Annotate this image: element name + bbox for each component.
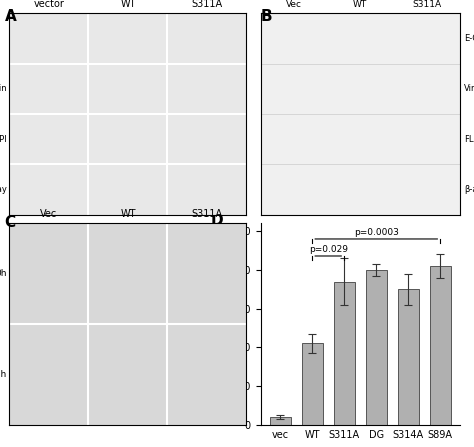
Text: p=0.0003: p=0.0003 xyxy=(354,228,399,237)
Text: S311A: S311A xyxy=(191,210,222,219)
Text: WT: WT xyxy=(120,0,136,9)
Text: WT: WT xyxy=(353,0,367,9)
Bar xyxy=(430,266,451,425)
Text: Vec: Vec xyxy=(40,210,58,219)
Text: FLAG: FLAG xyxy=(464,135,474,143)
Text: A: A xyxy=(5,9,17,24)
Text: p=0.029: p=0.029 xyxy=(309,245,348,254)
Bar xyxy=(302,343,323,425)
Bar xyxy=(366,270,387,425)
Text: 16h: 16h xyxy=(0,370,7,379)
Y-axis label: Colony number: Colony number xyxy=(217,282,227,367)
Text: F-actin: F-actin xyxy=(0,84,7,93)
Text: Vimentin: Vimentin xyxy=(464,84,474,93)
Text: S311A: S311A xyxy=(412,0,441,9)
Text: 0h: 0h xyxy=(0,269,7,278)
Text: Vec: Vec xyxy=(286,0,302,9)
Bar xyxy=(334,282,355,425)
Text: B: B xyxy=(261,9,273,24)
Text: Overlay: Overlay xyxy=(0,185,7,194)
Text: E-Cadherin: E-Cadherin xyxy=(464,34,474,43)
Text: C: C xyxy=(5,215,16,230)
Text: WT: WT xyxy=(120,210,136,219)
Text: S311A: S311A xyxy=(191,0,222,9)
Text: D: D xyxy=(211,214,224,228)
Text: β-actin: β-actin xyxy=(464,185,474,194)
Bar xyxy=(270,417,291,425)
Text: vector: vector xyxy=(34,0,64,9)
Text: DAPI: DAPI xyxy=(0,135,7,143)
Bar xyxy=(398,289,419,425)
